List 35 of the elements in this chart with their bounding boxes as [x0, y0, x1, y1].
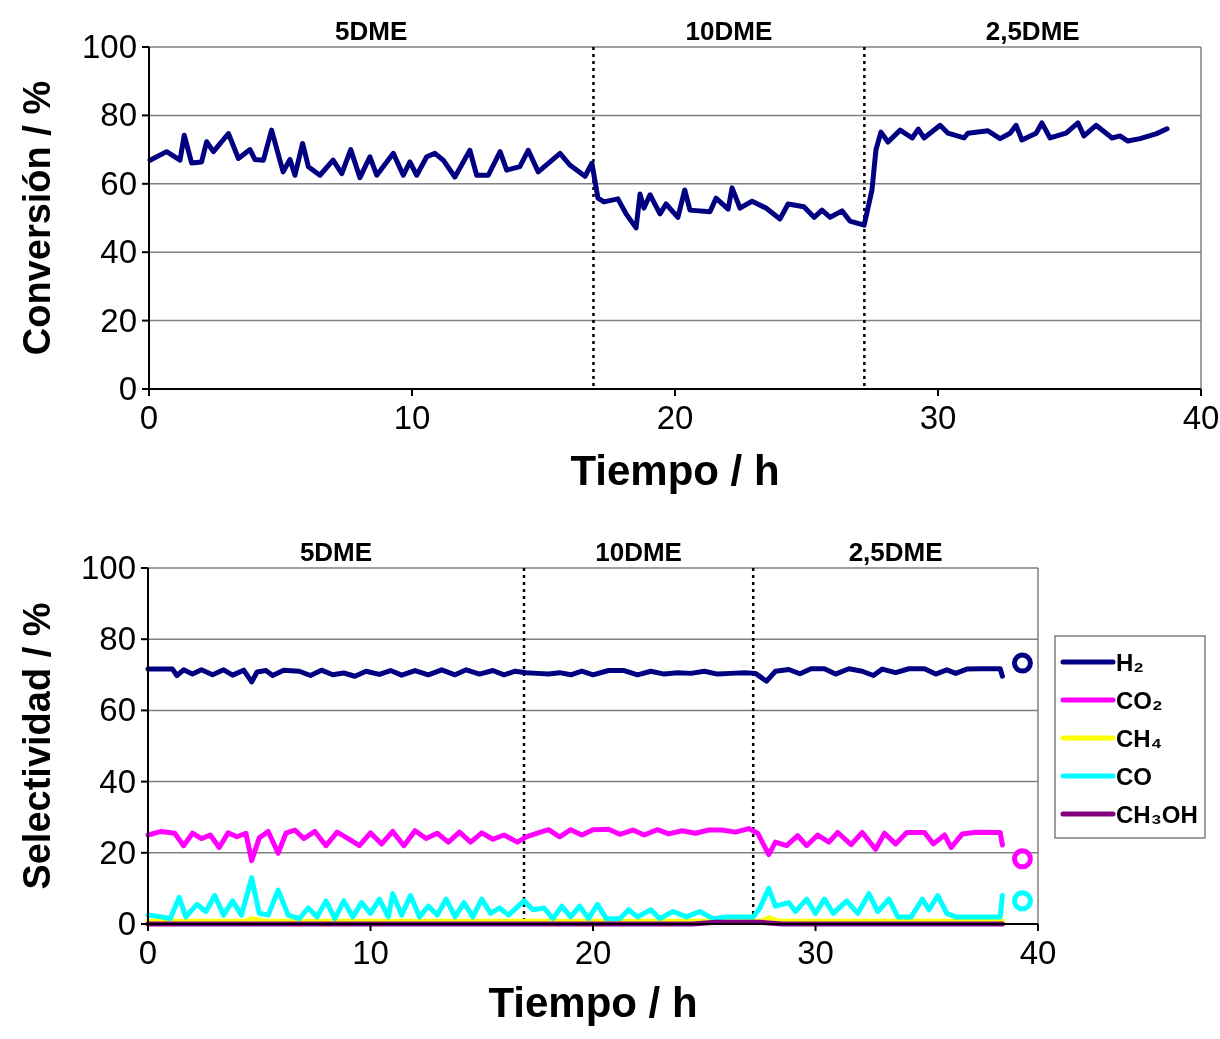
y-tick-label: 100: [80, 549, 136, 586]
legend-label: CH₃OH: [1116, 801, 1198, 828]
y-tick-label: 40: [100, 233, 137, 271]
x-tick-label: 20: [574, 934, 612, 971]
x-axis-title: Tiempo / h: [570, 447, 780, 494]
x-axis-title: Tiempo / h: [488, 979, 698, 1026]
legend-label: CO: [1116, 763, 1152, 790]
x-tick-label: 40: [1182, 399, 1220, 436]
x-tick-label: 10: [352, 934, 389, 971]
x-tick-label: 40: [1019, 934, 1057, 971]
x-tick-label: 10: [393, 399, 431, 436]
y-tick-label: 20: [99, 833, 136, 871]
text: 2,5DME: [985, 16, 1080, 46]
text: 5DME: [335, 16, 408, 46]
y-tick-label: 80: [99, 620, 136, 658]
text: 2,5DME: [848, 537, 943, 567]
x-tick-label: 30: [797, 934, 834, 971]
legend-label: CO₂: [1116, 687, 1163, 714]
y-axis-title: Conversión / %: [16, 80, 58, 356]
y-tick-label: 40: [99, 762, 136, 800]
legend-label: CH₄: [1116, 725, 1163, 752]
y-tick-label: 60: [100, 164, 137, 202]
y-tick-label: 80: [100, 96, 137, 134]
text: 10DME: [685, 16, 773, 46]
y-tick-label: 0: [118, 370, 137, 407]
y-tick-label: 20: [100, 301, 137, 339]
text: 10DME: [595, 537, 682, 567]
y-tick-label: 60: [99, 691, 136, 729]
x-tick-label: 20: [656, 399, 694, 436]
y-tick-label: 100: [81, 28, 137, 65]
x-tick-label: 30: [919, 399, 957, 436]
y-tick-label: 0: [117, 905, 136, 942]
y-axis-title: Selectividad / %: [16, 602, 58, 890]
legend-label: H₂: [1116, 649, 1144, 676]
text: 5DME: [299, 537, 373, 567]
